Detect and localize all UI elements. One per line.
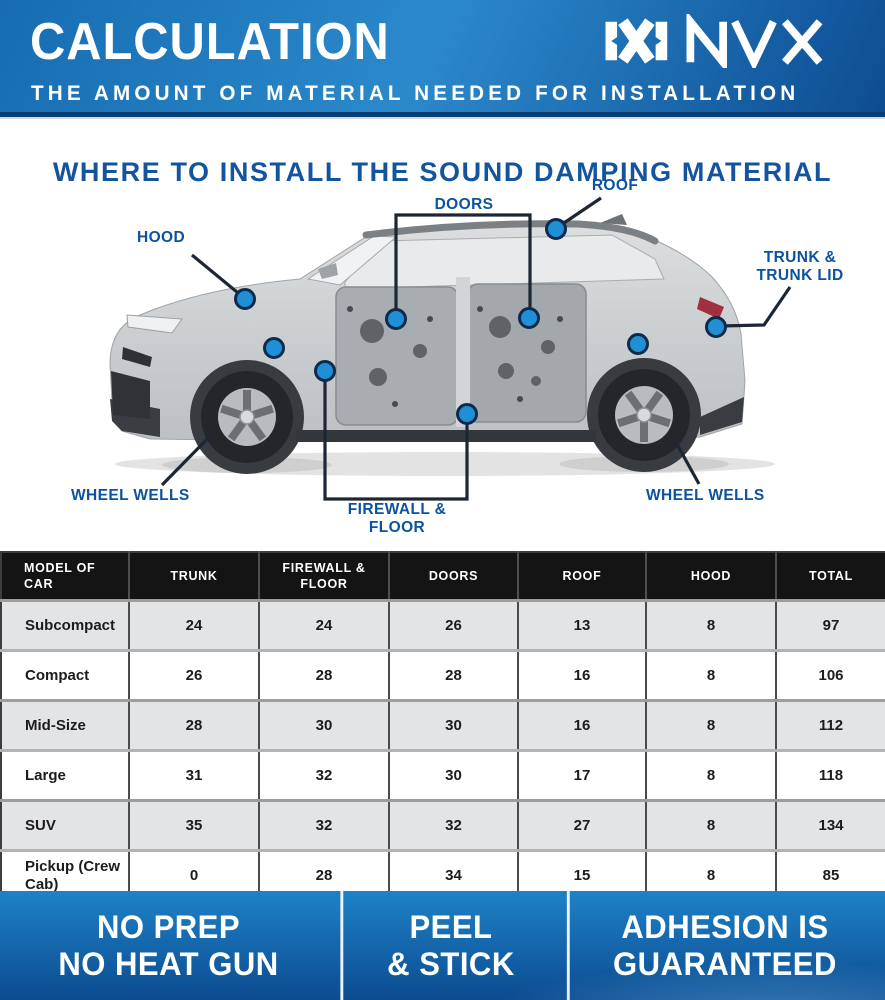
table-cell: 26: [388, 599, 518, 651]
table-row: Large 31 32 30 17 8 118: [1, 749, 885, 801]
table-cell: 13: [517, 599, 646, 651]
table-row: Compact 26 28 28 16 8 106: [1, 649, 885, 701]
table-cell: 32: [258, 749, 389, 801]
column-header: HOOD: [645, 552, 776, 601]
callout-dots: [234, 218, 727, 425]
table-row: Subcompact 24 24 26 13 8 97: [1, 599, 885, 651]
table-cell: 16: [517, 649, 646, 701]
table-cell: 28: [258, 649, 389, 701]
rear-door-dot: [518, 307, 540, 329]
row-label: Mid-Size: [1, 699, 129, 751]
row-label: Compact: [1, 649, 129, 701]
label-roof: ROOF: [591, 177, 639, 194]
table-cell: 31: [128, 749, 259, 801]
table-cell: 112: [775, 699, 885, 751]
material-calculation-table: MODEL OF CAR TRUNK FIREWALL & FLOOR DOOR…: [0, 551, 885, 901]
table-cell: 27: [517, 799, 646, 851]
fender-dot: [263, 337, 285, 359]
column-header: MODEL OF CAR: [1, 552, 129, 601]
row-label: SUV: [1, 799, 129, 851]
hood-dot: [234, 288, 256, 310]
front-door-dot: [385, 308, 407, 330]
install-diagram-section: WHERE TO INSTALL THE SOUND DAMPING MATER…: [0, 119, 885, 553]
label-doors: DOORS: [434, 196, 494, 213]
table-cell: 32: [258, 799, 389, 851]
table-cell: 26: [128, 649, 259, 701]
table-header-row: MODEL OF CAR TRUNK FIREWALL & FLOOR DOOR…: [1, 552, 885, 601]
fog-light: [122, 347, 152, 367]
rear-wheel: [598, 369, 690, 461]
table-cell: 8: [645, 649, 776, 701]
side-mirror: [318, 263, 338, 279]
table-cell: 118: [775, 749, 885, 801]
label-trunk: TRUNK & TRUNK LID: [756, 249, 844, 284]
rocker-dot: [456, 403, 478, 425]
benefits-footer: NO PREP NO HEAT GUN PEEL & STICK ADHESIO…: [0, 891, 885, 1000]
headlight: [126, 314, 183, 334]
header-banner: CALCULATION THE AMOUNT OF MATERIAL NEEDE…: [0, 0, 885, 117]
nvx-logo: NVX: [597, 10, 857, 74]
table-cell: 8: [645, 599, 776, 651]
benefit-peel-stick: PEEL & STICK: [340, 891, 558, 1000]
column-header: TRUNK: [128, 552, 259, 601]
header-divider: [0, 117, 885, 119]
label-hood: HOOD: [137, 229, 186, 246]
rear-arch-dot: [627, 333, 649, 355]
table-cell: 35: [128, 799, 259, 851]
label-firewall-floor: FIREWALL & FLOOR: [347, 501, 447, 536]
table-cell: 24: [258, 599, 389, 651]
table-row: SUV 35 32 32 27 8 134: [1, 799, 885, 851]
b-pillar-dot: [314, 360, 336, 382]
table-cell: 30: [258, 699, 389, 751]
column-header: DOORS: [388, 552, 518, 601]
column-header: ROOF: [517, 552, 646, 601]
side-glass: [344, 234, 665, 290]
row-label: Large: [1, 749, 129, 801]
table-cell: 17: [517, 749, 646, 801]
car-cutaway-illustration: [109, 196, 792, 501]
page-title: CALCULATION: [30, 13, 390, 71]
front-wheel: [201, 371, 293, 463]
table-cell: 134: [775, 799, 885, 851]
table-cell: 30: [388, 749, 518, 801]
column-header: TOTAL: [775, 552, 885, 601]
nvx-logo-icon: [605, 10, 823, 74]
row-label: Subcompact: [1, 599, 129, 651]
table-cell: 28: [388, 649, 518, 701]
table-cell: 8: [645, 749, 776, 801]
table-cell: 30: [388, 699, 518, 751]
column-header: FIREWALL & FLOOR: [258, 552, 389, 601]
benefit-no-prep: NO PREP NO HEAT GUN: [58, 909, 279, 982]
trunk-dot: [705, 316, 727, 338]
table-cell: 97: [775, 599, 885, 651]
taillight: [697, 297, 724, 319]
door-cutaway: [335, 277, 587, 427]
diagram-title: WHERE TO INSTALL THE SOUND DAMPING MATER…: [52, 157, 833, 188]
benefit-adhesion: ADHESION IS GUARANTEED: [566, 891, 880, 1000]
table-cell: 28: [128, 699, 259, 751]
grille: [111, 371, 150, 419]
table-cell: 8: [645, 699, 776, 751]
label-wheel-wells-left: WHEEL WELLS: [71, 487, 190, 504]
roof-antenna-fin: [600, 214, 627, 225]
table-cell: 32: [388, 799, 518, 851]
table-row: Mid-Size 28 30 30 16 8 112: [1, 699, 885, 751]
table-cell: 16: [517, 699, 646, 751]
callout-leader-lines: [160, 196, 792, 501]
table-cell: 106: [775, 649, 885, 701]
roof-dot: [545, 218, 567, 240]
table-cell: 8: [645, 799, 776, 851]
label-wheel-wells-right: WHEEL WELLS: [646, 487, 765, 504]
table-cell: 24: [128, 599, 259, 651]
page-subtitle: THE AMOUNT OF MATERIAL NEEDED FOR INSTAL…: [31, 82, 800, 105]
